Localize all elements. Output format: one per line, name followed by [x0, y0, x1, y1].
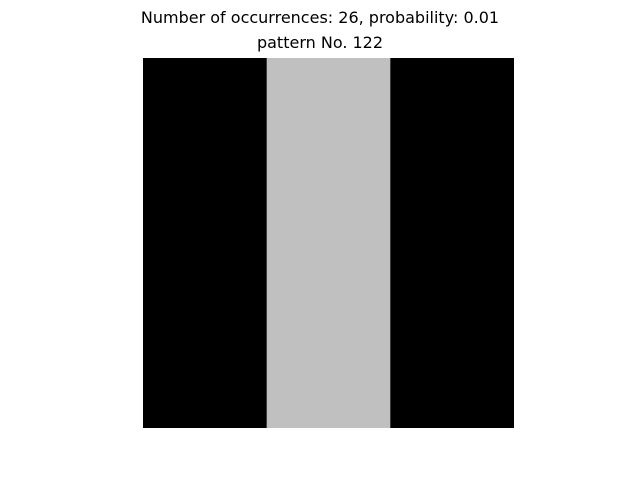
- heatmap-cell-r0-c1: [266, 58, 391, 428]
- chart-title: Number of occurrences: 26, probability: …: [140, 8, 500, 27]
- heatmap-cell-r0-c0: [143, 58, 268, 428]
- heatmap-cell-r0-c2: [390, 58, 514, 428]
- pattern-heatmap: [143, 58, 514, 428]
- chart-subtitle: pattern No. 122: [256, 33, 384, 52]
